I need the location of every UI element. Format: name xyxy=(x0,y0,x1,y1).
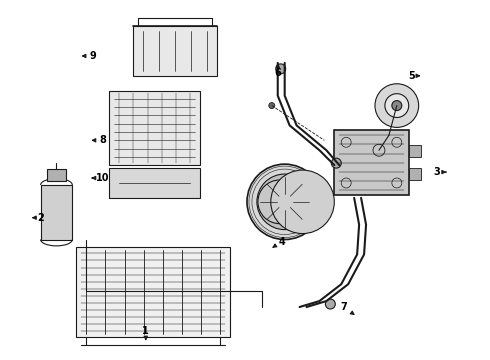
Text: 8: 8 xyxy=(93,135,106,145)
Circle shape xyxy=(385,94,409,117)
Text: 6: 6 xyxy=(274,64,281,78)
Circle shape xyxy=(258,180,301,224)
Bar xyxy=(109,168,200,198)
Circle shape xyxy=(269,103,275,109)
Circle shape xyxy=(280,197,290,207)
Circle shape xyxy=(392,100,402,111)
Circle shape xyxy=(271,188,298,216)
Bar xyxy=(41,185,73,239)
Text: 9: 9 xyxy=(82,51,96,61)
Bar xyxy=(76,247,230,337)
Text: 7: 7 xyxy=(341,302,354,315)
Text: 4: 4 xyxy=(273,237,285,247)
Circle shape xyxy=(271,170,334,234)
Text: 5: 5 xyxy=(409,71,419,81)
Text: 3: 3 xyxy=(434,167,446,177)
Circle shape xyxy=(257,174,313,230)
Bar xyxy=(133,26,217,76)
Circle shape xyxy=(375,84,418,127)
Text: 1: 1 xyxy=(143,326,149,339)
Circle shape xyxy=(276,64,286,74)
Circle shape xyxy=(325,299,335,309)
Circle shape xyxy=(331,158,341,168)
Bar xyxy=(109,91,200,165)
Bar xyxy=(409,145,420,157)
Text: 2: 2 xyxy=(33,213,44,223)
Bar xyxy=(47,169,66,181)
Circle shape xyxy=(247,164,322,239)
Bar xyxy=(409,168,420,180)
Text: 10: 10 xyxy=(92,173,109,183)
Bar xyxy=(334,130,409,195)
